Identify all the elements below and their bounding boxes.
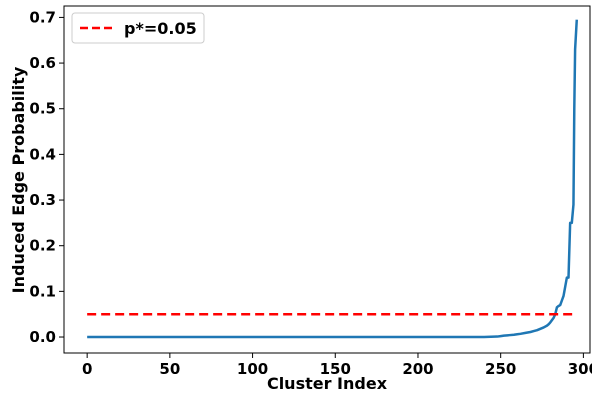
x-tick-label: 0 bbox=[82, 360, 92, 378]
y-tick-label: 0.2 bbox=[29, 237, 56, 255]
x-tick-label: 300 bbox=[568, 360, 592, 378]
x-axis: 0 50 100 150 200 250 300 bbox=[82, 353, 592, 378]
y-tick-label: 0.5 bbox=[29, 100, 56, 118]
x-axis-title: Cluster Index bbox=[267, 374, 388, 393]
y-tick-label: 0.1 bbox=[29, 282, 56, 300]
y-tick-label: 0.3 bbox=[29, 191, 56, 209]
legend-box bbox=[71, 12, 205, 44]
x-tick-label: 50 bbox=[159, 360, 180, 378]
x-tick-label: 200 bbox=[402, 360, 433, 378]
probability-curve bbox=[87, 19, 579, 339]
legend: p*=0.05 bbox=[71, 12, 205, 44]
y-axis: 0.0 0.1 0.2 0.3 0.4 0.5 0.6 0.7 bbox=[29, 8, 64, 346]
y-axis-title: Induced Edge Probability bbox=[9, 66, 28, 293]
series-layer bbox=[87, 19, 579, 339]
x-tick-label: 250 bbox=[485, 360, 516, 378]
legend-label-threshold: p*=0.05 bbox=[124, 19, 197, 38]
y-tick-label: 0.6 bbox=[29, 54, 56, 72]
plot-area bbox=[63, 5, 591, 354]
x-tick-label: 150 bbox=[320, 360, 351, 378]
x-tick-label: 100 bbox=[237, 360, 268, 378]
y-tick-label: 0.0 bbox=[29, 328, 56, 346]
y-tick-label: 0.4 bbox=[29, 145, 56, 163]
y-tick-label: 0.7 bbox=[29, 8, 56, 26]
